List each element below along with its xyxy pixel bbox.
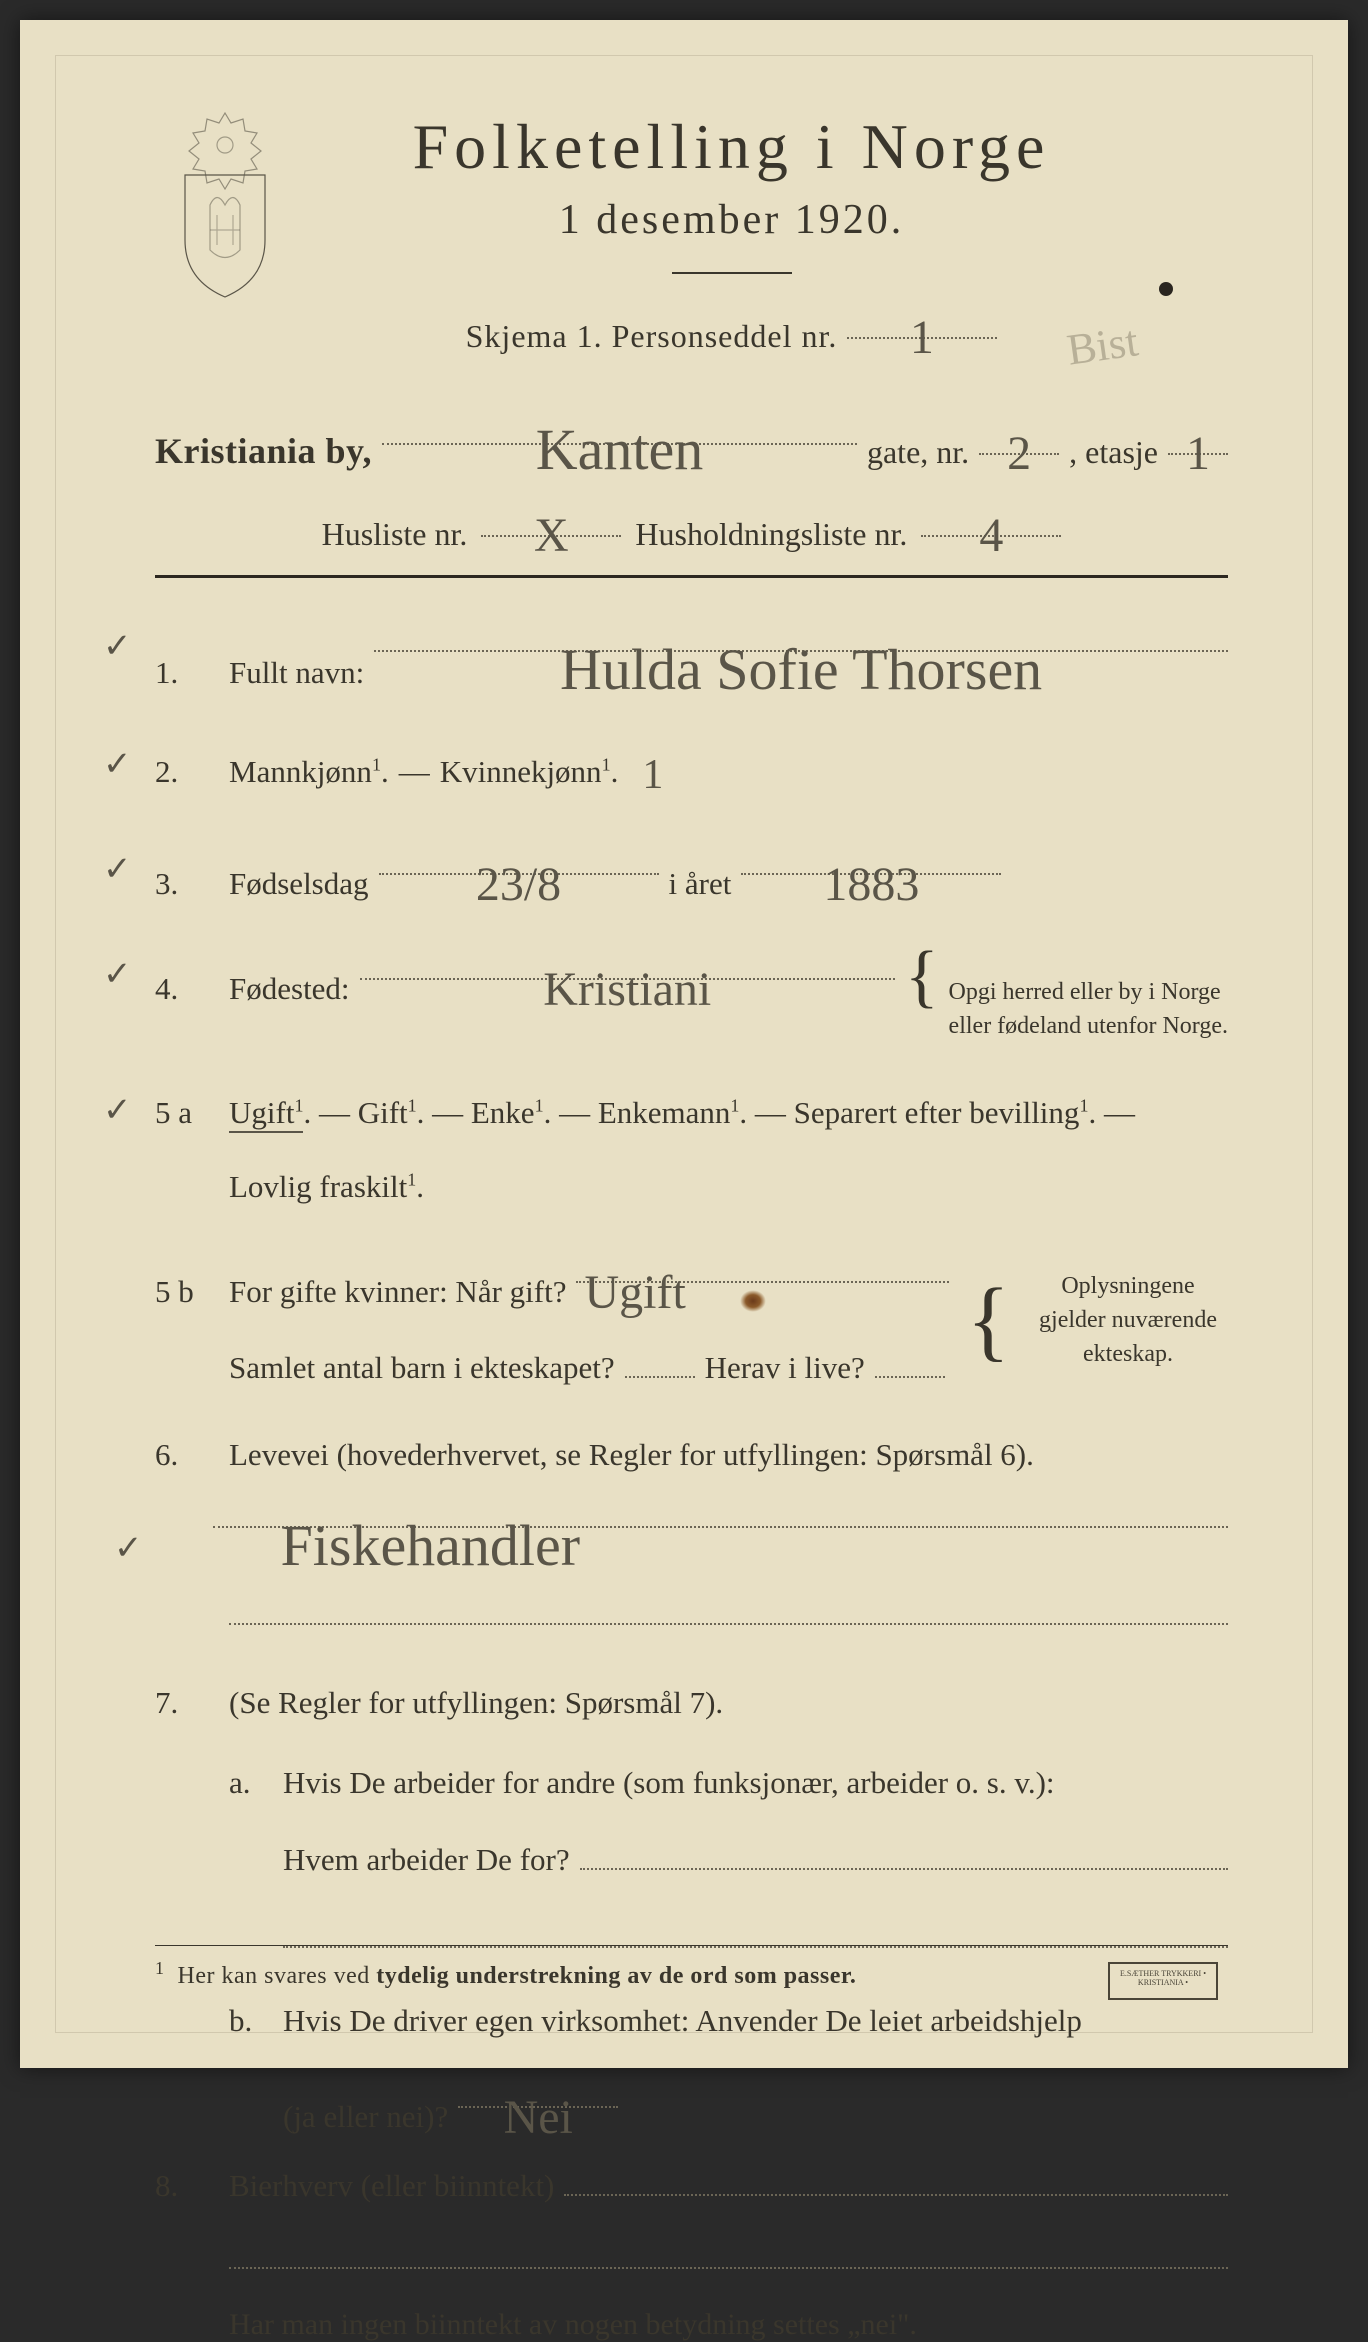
marital-enke: Enke1 (471, 1095, 544, 1130)
q5b-l2a: Samlet antal barn i ekteskapet? (229, 1343, 615, 1393)
footnote-text: Her kan svares ved tydelig understreknin… (178, 1963, 857, 1989)
q7a-num: a. (229, 1758, 269, 1963)
schema-label: Skjema 1. Personseddel nr. (466, 318, 838, 355)
etasje-nr: 1 (1178, 427, 1218, 480)
occupation: Fiskehandler (273, 1513, 589, 1578)
q8-label: Bierhverv (eller biinntekt) (229, 2161, 554, 2211)
marital-separert: Separert efter bevilling1 (794, 1095, 1089, 1130)
q-num: 3. (155, 859, 215, 909)
marital-ugift: Ugift1 (229, 1095, 303, 1133)
q5b-note: Oplysningene gjelder nuværende ekteskap. (1028, 1270, 1228, 1371)
coat-of-arms-icon (155, 105, 295, 300)
footnote: 1 Her kan svares ved tydelig understrekn… (155, 1945, 1228, 1991)
marital-enkemann: Enkemann1 (598, 1095, 740, 1130)
birth-year: 1883 (815, 858, 927, 911)
question-5b: 5 b For gifte kvinner: Når gift? Ugift S… (155, 1249, 1228, 1392)
checkmark: ✓ (103, 1084, 132, 1138)
q5b-l1: For gifte kvinner: Når gift? (229, 1267, 566, 1317)
personseddel-nr: 1 (902, 311, 943, 364)
q-num: 8. (155, 2161, 215, 2211)
section-divider (155, 575, 1228, 578)
main-title: Folketelling i Norge (235, 110, 1228, 184)
question-2: ✓ 2. Mannkjønn1. — Kvinnekjønn1. 1 (155, 736, 1228, 803)
header: Folketelling i Norge 1 desember 1920. Sk… (155, 110, 1228, 355)
street-name: Kanten (528, 417, 712, 482)
q7b-line1: Hvis De driver egen virksomhet: Anvender… (283, 1996, 1228, 2046)
gender-mark: 1 (634, 742, 671, 809)
question-3: ✓ 3. Fødselsdag 23/8 i året 1883 (155, 841, 1228, 909)
q-num: 2. (155, 747, 215, 797)
bottom-note: Har man ingen biinntekt av nogen betydni… (229, 2308, 1228, 2342)
subtitle: 1 desember 1920. (235, 196, 1228, 244)
marital-gift: Gift1 (358, 1095, 417, 1130)
q-num: 6. (155, 1430, 215, 1480)
question-8: 8. Bierhverv (eller biinntekt) (155, 2161, 1228, 2211)
q1-label: Fullt navn: (229, 648, 364, 698)
full-name: Hulda Sofie Thorsen (552, 637, 1050, 702)
married-when: Ugift (576, 1266, 693, 1319)
q3-label: Fødselsdag (229, 859, 369, 909)
checkmark: ✓ (103, 738, 132, 792)
q4-note: Opgi herred eller by i Norge eller fødel… (949, 976, 1228, 1043)
gate-label: gate, nr. (867, 434, 969, 471)
hushold-nr: 4 (971, 509, 1011, 562)
q-num: 1. (155, 648, 215, 698)
checkmark: ✓ (103, 620, 132, 674)
gate-nr: 2 (999, 427, 1039, 480)
husliste-line: Husliste nr. X Husholdningsliste nr. 4 (155, 502, 1228, 553)
q7a-line1: Hvis De arbeider for andre (som funksjon… (283, 1758, 1228, 1808)
q-num: 5 a (155, 1088, 215, 1138)
printer-stamp: E.SÆTHER TRYKKERI • KRISTIANIA • (1108, 1962, 1218, 2000)
question-1: ✓ 1. Fullt navn: Hulda Sofie Thorsen (155, 618, 1228, 698)
question-7: 7. (Se Regler for utfyllingen: Spørsmål … (155, 1678, 1228, 2142)
city-label: Kristiania by, (155, 430, 372, 472)
question-5a: ✓ 5 a Ugift1. — Gift1. — Enke1. — Enkema… (155, 1082, 1228, 1212)
census-form-page: Bist Folketelling i Norge 1 desember 192… (20, 20, 1348, 2068)
question-4: ✓ 4. Fødested: Kristiani { Opgi herred e… (155, 946, 1228, 1043)
birthplace: Kristiani (535, 963, 719, 1016)
question-6: 6. Levevei (hovederhvervet, se Regler fo… (155, 1430, 1228, 1640)
q3-year-label: i året (669, 859, 732, 909)
birth-day: 23/8 (468, 858, 569, 911)
husliste-label: Husliste nr. (322, 516, 468, 553)
divider (672, 272, 792, 274)
hired-help: Nei (496, 2091, 581, 2144)
etasje-label: , etasje (1069, 434, 1158, 471)
q6-label: Levevei (hovederhvervet, se Regler for u… (229, 1430, 1228, 1480)
checkmark: ✓ (103, 948, 132, 1002)
q5b-l2b: Herav i live? (705, 1343, 865, 1393)
q-num: 7. (155, 1678, 215, 1728)
q7b-line2: (ja eller nei)? (283, 2092, 448, 2142)
q4-label: Fødested: (229, 964, 350, 1014)
hushold-label: Husholdningsliste nr. (635, 516, 907, 553)
q-num: 5 b (155, 1267, 215, 1317)
husliste-nr: X (526, 509, 577, 562)
q-num: 4. (155, 964, 215, 1014)
address-line: Kristiania by, Kanten gate, nr. 2 , etas… (155, 410, 1228, 472)
q7b-num: b. (229, 1996, 269, 2141)
q2-male: Mannkjønn1. (229, 747, 389, 797)
brace-icon: { (967, 1294, 1010, 1348)
marital-fraskilt: Lovlig fraskilt1 (229, 1169, 416, 1204)
brace-icon: { (905, 956, 939, 998)
q2-female: Kvinnekjønn1. (440, 747, 619, 797)
q7a-line2: Hvem arbeider De for? (283, 1835, 570, 1885)
q7-intro: (Se Regler for utfyllingen: Spørsmål 7). (229, 1678, 1228, 1728)
blank-line (229, 2249, 1228, 2269)
checkmark: ✓ (114, 1522, 143, 1576)
checkmark: ✓ (103, 843, 132, 897)
